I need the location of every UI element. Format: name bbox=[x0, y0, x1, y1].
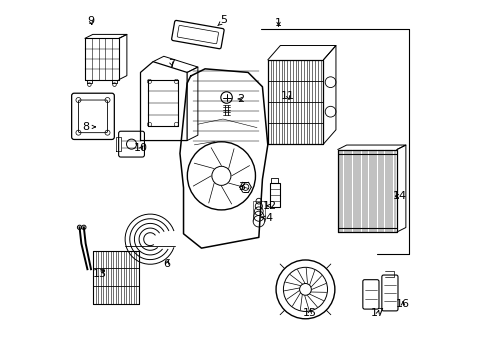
Text: 13: 13 bbox=[93, 269, 107, 279]
Text: 7: 7 bbox=[168, 59, 175, 69]
Text: 12: 12 bbox=[263, 201, 277, 211]
Text: 8: 8 bbox=[82, 122, 95, 132]
Text: 16: 16 bbox=[395, 300, 409, 310]
Text: 9: 9 bbox=[87, 17, 94, 27]
Text: 11: 11 bbox=[281, 91, 295, 102]
Text: 14: 14 bbox=[391, 191, 406, 201]
Text: 3: 3 bbox=[238, 182, 244, 192]
Text: 6: 6 bbox=[163, 259, 170, 269]
Text: 1: 1 bbox=[275, 18, 282, 28]
Bar bbox=[269, 183, 279, 207]
Text: 17: 17 bbox=[370, 309, 384, 318]
Text: 5: 5 bbox=[217, 15, 227, 26]
Text: 10: 10 bbox=[134, 143, 148, 153]
Text: 4: 4 bbox=[262, 213, 271, 222]
Text: 15: 15 bbox=[302, 309, 316, 318]
Text: 2: 2 bbox=[237, 94, 244, 104]
